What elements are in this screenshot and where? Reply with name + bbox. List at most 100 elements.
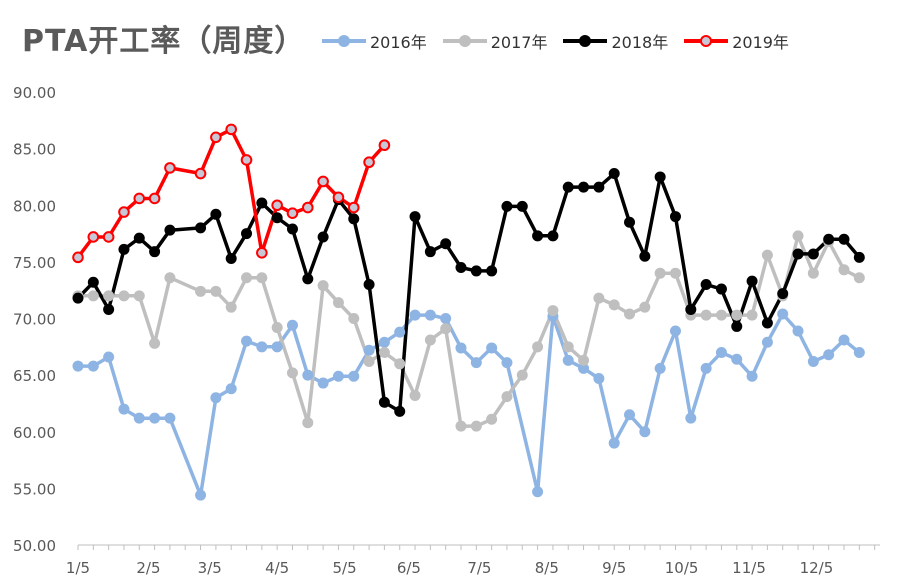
data-point-1 bbox=[838, 264, 850, 276]
data-point-1 bbox=[593, 292, 605, 304]
data-point-1 bbox=[669, 267, 681, 279]
data-point-0 bbox=[195, 489, 207, 501]
data-point-1 bbox=[271, 322, 283, 334]
data-point-1 bbox=[654, 267, 666, 279]
data-point-1 bbox=[516, 369, 528, 381]
data-point-0 bbox=[103, 351, 115, 363]
data-point-2 bbox=[685, 303, 697, 315]
legend-label-2016: 2016年 bbox=[370, 33, 427, 52]
x-tick-label: 4/5 bbox=[265, 559, 289, 577]
y-tick-label: 85.00 bbox=[13, 141, 56, 159]
data-point-2 bbox=[195, 222, 207, 234]
data-point-1 bbox=[624, 308, 636, 320]
data-point-2 bbox=[409, 211, 421, 223]
data-point-2 bbox=[624, 216, 636, 228]
data-point-1 bbox=[715, 309, 727, 321]
legend-item-2018: 2018年 bbox=[563, 29, 668, 53]
data-point-1 bbox=[133, 290, 145, 302]
data-point-2 bbox=[532, 230, 544, 242]
data-point-0 bbox=[378, 336, 390, 348]
data-point-1 bbox=[87, 290, 99, 302]
y-tick-label: 90.00 bbox=[13, 84, 56, 102]
data-point-1 bbox=[853, 272, 865, 284]
data-point-2 bbox=[271, 212, 283, 224]
x-tick-label: 10/5 bbox=[665, 559, 699, 577]
legend-label-2018: 2018年 bbox=[611, 33, 669, 52]
data-point-1 bbox=[807, 267, 819, 279]
data-point-2 bbox=[164, 224, 176, 236]
data-point-0 bbox=[731, 353, 743, 365]
series-line-0 bbox=[76, 312, 862, 497]
data-point-2 bbox=[302, 273, 314, 285]
legend-label-2017: 2017年 bbox=[490, 33, 548, 52]
data-point-2 bbox=[838, 233, 850, 245]
data-point-1 bbox=[440, 323, 452, 335]
data-point-1 bbox=[103, 290, 115, 302]
data-point-0 bbox=[746, 370, 758, 382]
data-point-1 bbox=[501, 391, 513, 403]
data-point-2 bbox=[807, 248, 819, 260]
data-point-0 bbox=[532, 486, 544, 498]
data-point-2 bbox=[348, 213, 360, 225]
x-tick-label: 2/5 bbox=[136, 559, 160, 577]
data-point-0 bbox=[608, 437, 620, 449]
data-point-3 bbox=[118, 206, 130, 218]
data-point-1 bbox=[241, 272, 253, 284]
x-tick-label: 6/5 bbox=[397, 559, 421, 577]
data-point-0 bbox=[286, 319, 298, 331]
data-point-3 bbox=[271, 199, 283, 212]
data-point-1 bbox=[470, 420, 482, 432]
y-tick-label: 75.00 bbox=[13, 254, 56, 272]
x-tick-label: 11/5 bbox=[732, 559, 766, 577]
data-point-2 bbox=[654, 171, 666, 183]
data-point-0 bbox=[133, 412, 145, 424]
data-point-2 bbox=[317, 231, 329, 243]
x-tick-label: 8/5 bbox=[535, 559, 559, 577]
data-point-1 bbox=[532, 341, 544, 353]
data-point-1 bbox=[332, 297, 344, 309]
data-point-3 bbox=[317, 175, 329, 188]
data-point-1 bbox=[761, 249, 773, 261]
data-point-2 bbox=[118, 243, 130, 255]
data-point-0 bbox=[271, 341, 283, 353]
data-point-1 bbox=[195, 285, 207, 297]
data-point-0 bbox=[761, 336, 773, 348]
data-point-3 bbox=[102, 231, 115, 243]
data-point-0 bbox=[225, 383, 237, 395]
data-point-2 bbox=[823, 233, 835, 245]
data-point-2 bbox=[486, 265, 498, 277]
data-point-0 bbox=[700, 362, 712, 374]
data-point-0 bbox=[149, 412, 161, 424]
data-point-1 bbox=[302, 417, 314, 429]
data-point-3 bbox=[133, 192, 146, 205]
data-point-2 bbox=[72, 292, 84, 304]
data-point-3 bbox=[225, 123, 237, 136]
data-point-1 bbox=[547, 305, 559, 317]
x-tick-label: 3/5 bbox=[198, 559, 222, 577]
data-point-2 bbox=[731, 320, 743, 332]
legend-swatch-2019 bbox=[684, 33, 729, 49]
data-point-2 bbox=[777, 288, 789, 300]
data-point-2 bbox=[578, 181, 590, 193]
data-point-1 bbox=[731, 309, 743, 321]
data-point-2 bbox=[286, 223, 298, 235]
data-point-3 bbox=[256, 247, 268, 259]
data-point-3 bbox=[378, 139, 391, 152]
data-point-0 bbox=[424, 309, 436, 321]
legend-item-2016: 2016年 bbox=[322, 29, 427, 53]
data-point-0 bbox=[87, 360, 99, 372]
data-point-2 bbox=[715, 283, 727, 295]
data-point-2 bbox=[149, 246, 161, 258]
data-point-0 bbox=[486, 342, 498, 354]
data-point-0 bbox=[440, 313, 452, 324]
data-point-0 bbox=[853, 346, 865, 358]
data-point-0 bbox=[118, 403, 130, 415]
x-tick-label: 5/5 bbox=[332, 559, 356, 577]
data-point-2 bbox=[700, 279, 712, 291]
data-point-2 bbox=[241, 228, 253, 240]
data-point-3 bbox=[194, 167, 207, 180]
data-point-2 bbox=[440, 238, 452, 250]
data-point-3 bbox=[210, 131, 222, 144]
x-tick-label: 7/5 bbox=[467, 559, 491, 577]
